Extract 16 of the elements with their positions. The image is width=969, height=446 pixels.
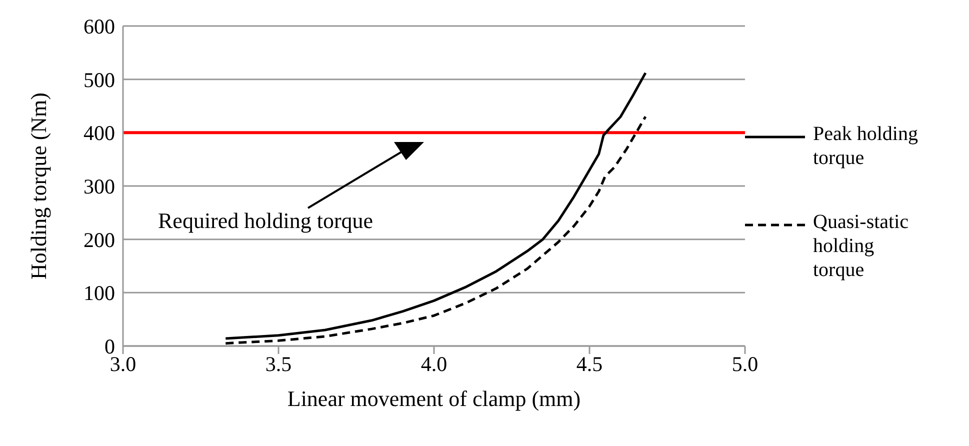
y-tick-label: 200 xyxy=(84,228,115,252)
annotation: Required holding torque xyxy=(158,208,374,233)
x-tick-label: 4.5 xyxy=(576,352,603,376)
y-axis-title: Holding torque (Nm) xyxy=(26,92,51,280)
y-tick-label: 300 xyxy=(84,174,115,198)
x-tick-label: 4.0 xyxy=(420,352,448,376)
y-tick-label: 0 xyxy=(104,334,115,358)
y-tick-label: 400 xyxy=(84,121,115,146)
y-tick-label: 500 xyxy=(84,68,115,92)
x-tick-label: 5.0 xyxy=(732,352,758,376)
x-axis-title: Linear movement of clamp (mm) xyxy=(287,386,581,411)
legend-label: Quasi-static holding torque xyxy=(813,210,910,282)
y-tick-label: 600 xyxy=(84,14,115,38)
legend-label: Peak holding torque xyxy=(813,122,919,170)
y-tick-label: 100 xyxy=(84,281,115,306)
x-tick-label: 3.5 xyxy=(265,352,292,376)
